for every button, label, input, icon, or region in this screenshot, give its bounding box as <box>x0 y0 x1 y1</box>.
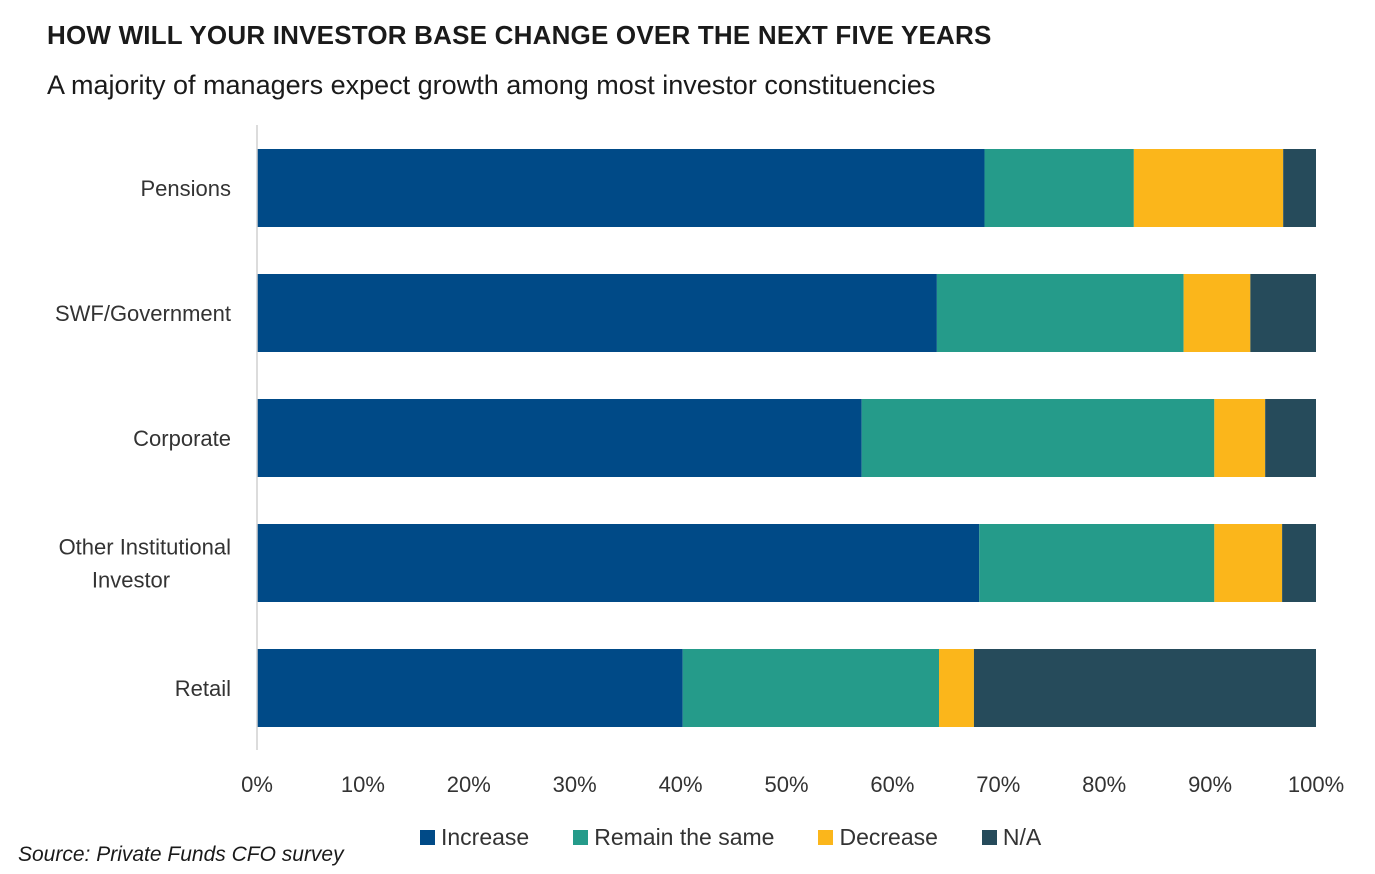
category-label: Retail <box>175 676 231 701</box>
category-label: Pensions <box>140 176 231 201</box>
x-tick-label: 70% <box>976 772 1020 797</box>
legend-item: Decrease <box>818 824 938 851</box>
source-note: Source: Private Funds CFO survey <box>18 843 344 866</box>
x-tick-label: 10% <box>341 772 385 797</box>
legend-label: Remain the same <box>594 824 775 850</box>
x-tick-label: 90% <box>1188 772 1232 797</box>
legend-item: Remain the same <box>573 824 774 851</box>
bar-segment <box>257 399 862 477</box>
x-axis-ticks: 0% 10% 20% 30% 40% 50% 60% 70% 80% 90% 100% <box>241 772 1344 797</box>
x-tick-label: 40% <box>659 772 703 797</box>
chart-title: HOW WILL YOUR INVESTOR BASE CHANGE OVER … <box>47 20 992 50</box>
x-tick-label: 0% <box>241 772 273 797</box>
legend-item: Increase <box>420 824 529 851</box>
bar-segment <box>682 649 939 727</box>
legend-item: N/A <box>981 824 1042 851</box>
legend-swatch <box>818 830 834 845</box>
category-label: Corporate <box>133 426 231 451</box>
bar-segment <box>1282 524 1316 602</box>
x-tick-label: 20% <box>447 772 491 797</box>
x-tick-label: 60% <box>870 772 914 797</box>
chart-subtitle: A majority of managers expect growth amo… <box>47 70 936 100</box>
bar-segment <box>1183 274 1251 352</box>
bar-segment <box>1214 399 1266 477</box>
bar-segment <box>984 149 1134 227</box>
bar-segment <box>938 649 974 727</box>
legend-label: Increase <box>441 824 530 850</box>
bar-segment <box>257 649 683 727</box>
legend-swatch <box>981 830 997 845</box>
bar-segment <box>1250 274 1316 352</box>
bar-segment <box>257 149 985 227</box>
bar-segment <box>257 524 980 602</box>
category-labels: Pensions SWF/Government Corporate Other Ins… <box>55 176 231 701</box>
x-tick-label: 30% <box>553 772 597 797</box>
legend-label: Decrease <box>839 824 938 850</box>
x-tick-label: 100% <box>1288 772 1344 797</box>
bar-segment <box>1133 149 1284 227</box>
legend: Increase Remain the same Decrease N/A <box>420 824 1085 851</box>
legend-label: N/A <box>1002 824 1042 850</box>
x-tick-label: 50% <box>764 772 808 797</box>
bar-segment <box>257 274 937 352</box>
bar-group <box>257 149 1316 727</box>
legend-swatch <box>420 830 435 845</box>
x-tick-label: 80% <box>1082 772 1126 797</box>
bar-segment <box>936 274 1184 352</box>
legend-swatch <box>573 830 589 845</box>
bar-segment <box>1265 399 1316 477</box>
bar-segment <box>1214 524 1283 602</box>
bar-segment <box>1283 149 1316 227</box>
bar-segment <box>973 649 1316 727</box>
bar-segment <box>979 524 1215 602</box>
category-label: Other Institutional <box>59 535 231 560</box>
category-label: Investor <box>92 568 170 593</box>
category-label: SWF/Government <box>55 301 231 326</box>
bar-segment <box>861 399 1215 477</box>
